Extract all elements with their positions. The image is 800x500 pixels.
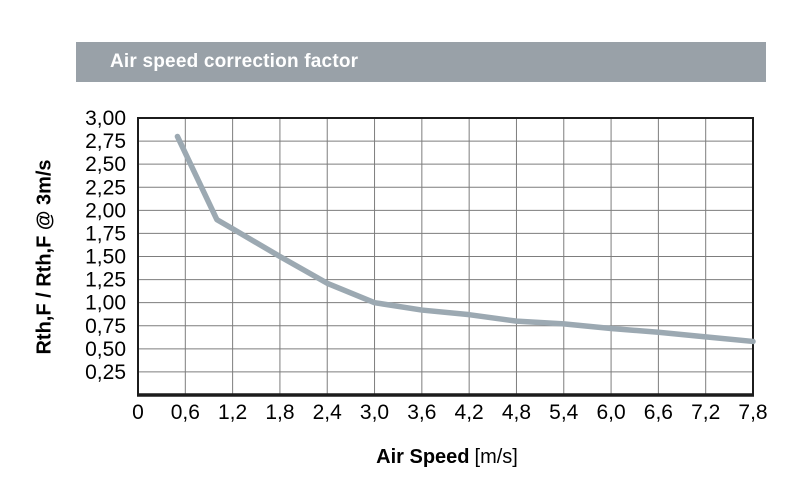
y-tick-label: 2,75: [85, 130, 126, 153]
y-tick-label: 1,00: [85, 292, 126, 315]
chart-title: Air speed correction factor: [110, 51, 359, 72]
x-axis-title-unit: [m/s]: [474, 446, 518, 468]
x-tick-label: 6,0: [596, 401, 625, 424]
y-tick-label: 0,50: [85, 338, 126, 361]
y-tick-label: 1,25: [85, 269, 126, 292]
x-tick-label: 2,4: [313, 401, 343, 424]
correction-factor-curve: [174, 133, 756, 345]
y-tick-label: 3,00: [85, 107, 126, 130]
x-tick-label: 1,2: [218, 401, 247, 424]
y-tick-label: 1,75: [85, 222, 126, 245]
chart-title-bar: Air speed correction factor: [76, 42, 766, 82]
y-tick-label: 2,00: [85, 199, 126, 222]
x-tick-label: 0,6: [171, 401, 200, 424]
x-tick-label: 7,8: [738, 401, 767, 424]
y-tick-label: 1,50: [85, 246, 126, 269]
y-tick-label: 2,50: [85, 153, 126, 176]
x-axis-title-text: Air Speed: [376, 446, 470, 468]
y-tick-label: 2,25: [85, 176, 126, 199]
x-tick-label: 4,2: [455, 401, 484, 424]
x-tick-label: 1,8: [265, 401, 294, 424]
x-tick-label: 4,8: [502, 401, 531, 424]
x-tick-label: 3,6: [407, 401, 436, 424]
x-tick-label: 5,4: [549, 401, 579, 424]
y-axis-title: Rth,F / Rth,F @ 3m/s: [33, 159, 56, 355]
x-axis-title: Air Speed [m/s]: [376, 446, 518, 469]
x-tick-label: 6,6: [644, 401, 673, 424]
y-tick-label: 0,75: [85, 315, 126, 338]
x-tick-label: 3,0: [360, 401, 389, 424]
x-tick-label: 7,2: [691, 401, 720, 424]
x-tick-label: 0: [132, 401, 144, 424]
y-tick-label: 0,25: [85, 361, 126, 384]
